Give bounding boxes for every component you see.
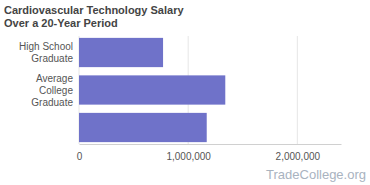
bar (79, 75, 225, 104)
x-axis: 0 1,000,000 2,000,000 (77, 144, 342, 162)
tick-label: 0 (77, 151, 83, 162)
chart: Cardiovascular Technology SalaryOver a 2… (0, 0, 370, 185)
grid-line (297, 36, 298, 144)
text-line: Average (36, 73, 74, 84)
tick-label: 2,000,000 (276, 151, 321, 162)
text-line: Cardiovascular Technology Salary (4, 4, 184, 16)
text-line: Over a 20-Year Period (4, 17, 118, 29)
text-line: Graduate (31, 53, 73, 64)
text-line: College (39, 85, 73, 96)
tick: AverageCollegeGraduate (31, 73, 79, 108)
tick-label: 1,000,000 (166, 151, 211, 162)
y-axis: High SchoolGraduateAverageCollegeGraduat… (19, 41, 79, 128)
tick-label: AverageCollegeGraduate (31, 73, 73, 108)
plot: 01,000,0002,000,000High SchoolGraduateAv… (19, 36, 341, 162)
watermark: TradeCollege.org (266, 167, 366, 182)
tick: High SchoolGraduate (19, 41, 79, 64)
tick-label: High SchoolGraduate (19, 41, 73, 64)
tick: 0 (77, 144, 83, 162)
text-line: High School (19, 41, 73, 52)
bar (79, 113, 207, 142)
axis-line (80, 144, 342, 145)
bars (79, 38, 225, 142)
title: Cardiovascular Technology SalaryOver a 2… (4, 4, 184, 29)
bar (79, 38, 163, 67)
grid (79, 36, 297, 144)
tick: 1,000,000 (166, 144, 211, 162)
tick: 2,000,000 (276, 144, 321, 162)
text-line: Graduate (31, 97, 73, 108)
